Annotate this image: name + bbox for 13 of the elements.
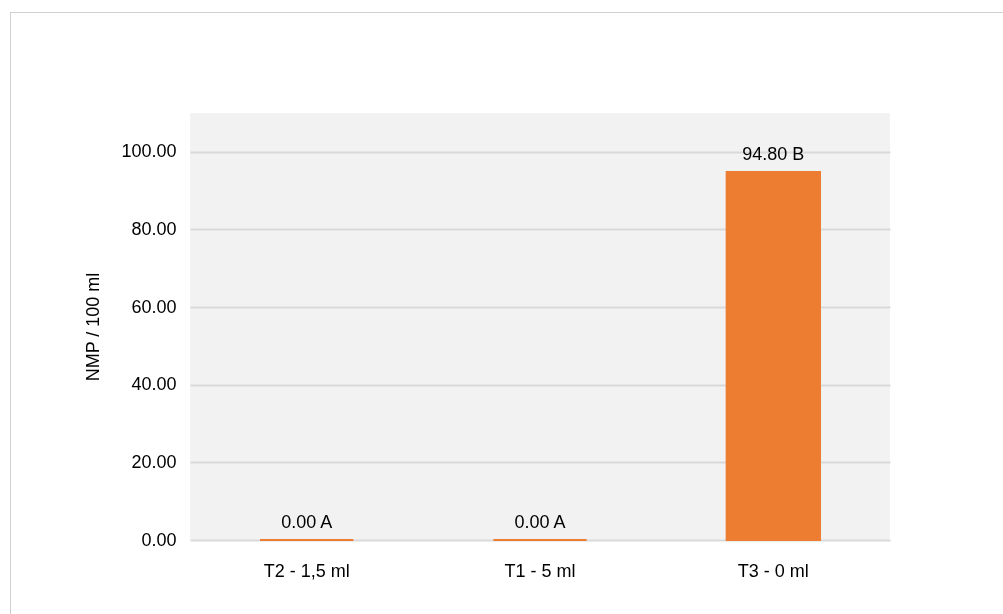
y-tick-label: 40.00 xyxy=(131,374,177,395)
y-tick-label: 0.00 xyxy=(141,529,177,550)
y-axis-title: NMP / 100 ml xyxy=(83,272,104,382)
data-label: 94.80 B xyxy=(742,144,805,164)
x-tick-label: T3 - 0 ml xyxy=(737,560,809,581)
y-tick-label: 80.00 xyxy=(131,218,177,239)
data-label: 0.00 A xyxy=(281,512,333,532)
y-tick-label: 20.00 xyxy=(131,451,177,472)
data-label: 0.00 A xyxy=(514,512,566,532)
y-tick-label: 60.00 xyxy=(131,296,177,317)
x-tick-label: T2 - 1,5 ml xyxy=(263,560,350,581)
x-tick-label: T1 - 5 ml xyxy=(504,560,576,581)
y-tick-label: 100.00 xyxy=(121,141,177,162)
